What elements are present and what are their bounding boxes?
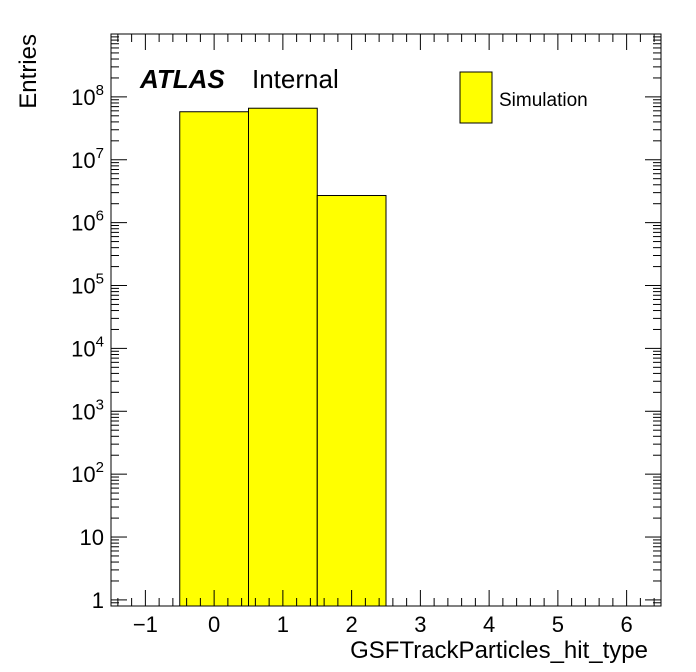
x-tick-labels: −1 0 1 2 3 4 5 6 <box>133 612 633 637</box>
x-axis-title: GSFTrackParticles_hit_type <box>350 637 648 664</box>
y-axis-title: Entries <box>15 34 42 109</box>
x-tick-label: 0 <box>208 612 220 637</box>
y-tick-label: 10 <box>80 525 104 550</box>
y-tick-labels: 1 10 102 103 104 105 106 107 108 <box>71 82 104 613</box>
y-tick-label: 106 <box>71 208 104 236</box>
x-tick-label: 3 <box>414 612 426 637</box>
y-tick-label: 105 <box>71 271 104 299</box>
y-tick-label: 1 <box>92 588 104 613</box>
x-tick-label: 5 <box>552 612 564 637</box>
x-tick-label: 6 <box>621 612 633 637</box>
y-tick-label: 103 <box>71 396 104 424</box>
legend: Simulation <box>459 71 588 124</box>
histogram-bar-2 <box>316 195 387 607</box>
histogram-bars <box>179 107 387 607</box>
plot-frame <box>110 33 662 607</box>
internal-label: Internal <box>252 64 339 94</box>
x-tick-label: 4 <box>483 612 495 637</box>
y-tick-label: 107 <box>71 145 104 173</box>
histogram-bar-1 <box>248 107 318 607</box>
legend-label: Simulation <box>499 90 588 111</box>
atlas-label: ATLAS <box>139 64 225 94</box>
y-tick-label: 102 <box>71 459 104 487</box>
x-tick-label: 1 <box>277 612 289 637</box>
y-tick-label: 104 <box>71 333 104 361</box>
x-tick-label: 2 <box>346 612 358 637</box>
histogram-bar-0 <box>179 111 249 607</box>
y-tick-label: 108 <box>71 82 104 110</box>
x-tick-label: −1 <box>133 612 158 637</box>
legend-swatch <box>459 71 493 124</box>
